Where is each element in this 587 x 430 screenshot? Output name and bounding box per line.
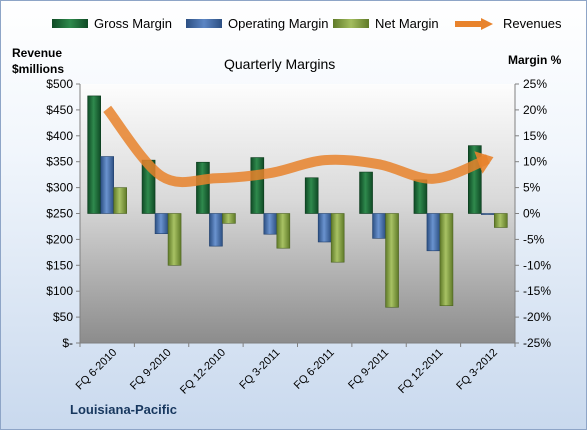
bar-net-margin bbox=[439, 213, 454, 307]
bar-net-margin bbox=[276, 213, 291, 249]
right-tick-label: 10% bbox=[523, 155, 547, 169]
right-tick-label: -10% bbox=[523, 258, 551, 272]
left-tick-label: $400 bbox=[46, 129, 73, 143]
legend-swatch-revenues bbox=[455, 17, 493, 30]
bar-gross-margin bbox=[304, 177, 319, 214]
right-tick-label: 25% bbox=[523, 77, 547, 91]
left-tick-label: $100 bbox=[46, 284, 73, 298]
bar-operating-margin bbox=[372, 213, 386, 239]
bar-net-margin bbox=[330, 213, 345, 263]
right-tick-label: 0% bbox=[523, 207, 541, 221]
right-tick-label: 20% bbox=[523, 103, 547, 117]
left-tick-label: $450 bbox=[46, 103, 73, 117]
bar-gross-margin bbox=[359, 171, 373, 214]
left-tick-label: $150 bbox=[46, 258, 73, 272]
bar-net-margin bbox=[385, 213, 399, 308]
right-tick-label: -20% bbox=[523, 310, 551, 324]
bar-operating-margin bbox=[100, 156, 114, 214]
bar-net-margin bbox=[222, 213, 236, 224]
legend-gross-margin: Gross Margin bbox=[52, 16, 172, 31]
left-axis-title: Revenue $millions bbox=[12, 45, 64, 77]
legend-operating-margin: Operating Margin bbox=[186, 16, 328, 31]
left-axis-title-line-1: Revenue bbox=[12, 46, 63, 60]
x-tick-label: FQ 3-2011 bbox=[237, 347, 282, 392]
legend-label-operating-margin: Operating Margin bbox=[228, 16, 329, 31]
left-tick-label: $500 bbox=[46, 77, 73, 91]
left-tick-label: $300 bbox=[46, 181, 73, 195]
left-tick-label: $- bbox=[62, 336, 73, 350]
chart-title: Quarterly Margins bbox=[224, 56, 336, 72]
bar-operating-margin bbox=[481, 213, 495, 215]
left-tick-label: $250 bbox=[46, 207, 73, 221]
legend-label-revenues: Revenues bbox=[503, 16, 562, 31]
legend-label-gross-margin: Gross Margin bbox=[94, 16, 173, 31]
x-tick-label: FQ 6-2011 bbox=[292, 347, 337, 392]
bar-gross-margin bbox=[250, 157, 265, 214]
bar-operating-margin bbox=[263, 213, 278, 235]
right-axis-title: Margin % bbox=[508, 53, 562, 67]
left-tick-label: $350 bbox=[46, 155, 73, 169]
x-tick-label: FQ 9-2010 bbox=[128, 347, 174, 393]
bar-operating-margin bbox=[317, 213, 332, 243]
legend-label-net-margin: Net Margin bbox=[375, 16, 439, 31]
right-tick-label: -5% bbox=[523, 232, 545, 246]
bar-operating-margin bbox=[426, 213, 441, 252]
revenue-line bbox=[103, 105, 490, 188]
right-tick-label: 5% bbox=[523, 181, 541, 195]
bar-net-margin bbox=[167, 213, 182, 266]
company-name: Louisiana-Pacific bbox=[70, 402, 177, 417]
bar-net-margin bbox=[494, 213, 508, 228]
x-tick-label: FQ 12-2010 bbox=[178, 347, 228, 397]
legend-net-margin: Net Margin bbox=[333, 16, 439, 31]
legend-revenues: Revenues bbox=[455, 16, 562, 31]
x-tick-label: FQ 12-2011 bbox=[396, 347, 445, 396]
right-tick-label: -15% bbox=[523, 284, 551, 298]
right-tick-label: 15% bbox=[523, 129, 547, 143]
right-tick-label: -25% bbox=[523, 336, 551, 350]
bar-gross-margin bbox=[413, 179, 428, 214]
x-tick-label: FQ 3-2012 bbox=[454, 347, 500, 393]
x-tick-label: FQ 9-2011 bbox=[346, 347, 391, 392]
bar-gross-margin bbox=[196, 161, 210, 214]
legend-swatch-operating-margin bbox=[186, 19, 222, 28]
left-axis-title-line-2: $millions bbox=[12, 62, 65, 76]
bar-gross-margin bbox=[87, 95, 101, 214]
legend-swatch-gross-margin bbox=[52, 19, 88, 28]
revenue-arrowhead bbox=[474, 151, 494, 174]
left-tick-label: $200 bbox=[46, 232, 73, 246]
legend: Gross Margin Operating Margin Net Margin… bbox=[0, 16, 587, 36]
x-tick-label: FQ 6-2010 bbox=[74, 347, 120, 393]
bar-net-margin bbox=[113, 187, 127, 214]
legend-swatch-net-margin bbox=[333, 19, 369, 28]
bar-operating-margin bbox=[154, 213, 169, 235]
bar-operating-margin bbox=[209, 213, 223, 247]
left-tick-label: $50 bbox=[53, 310, 73, 324]
